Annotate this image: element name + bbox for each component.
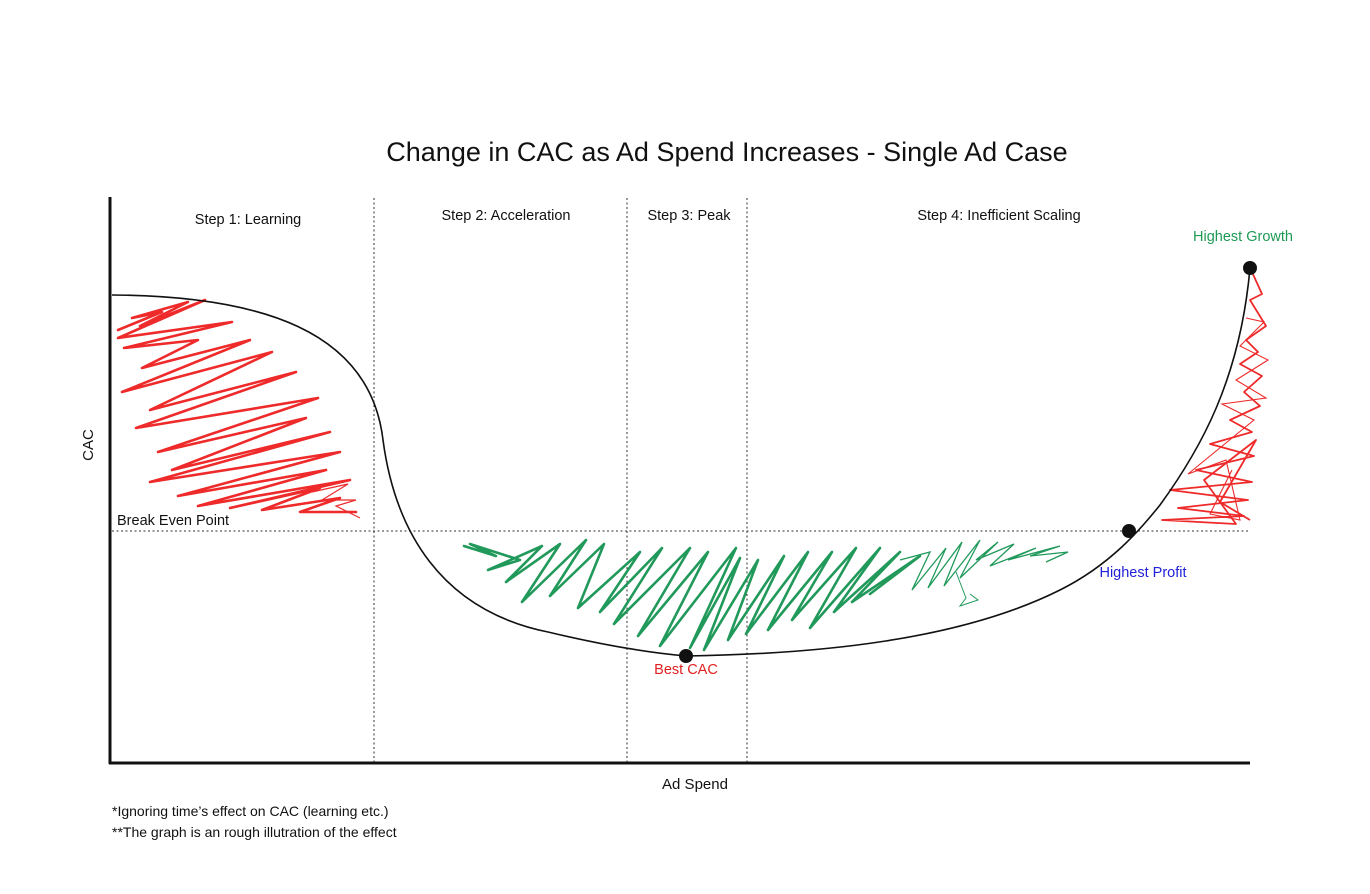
step-2-label: Step 2: Acceleration — [442, 208, 571, 224]
step-4-label: Step 4: Inefficient Scaling — [917, 208, 1080, 224]
best-cac-label: Best CAC — [654, 662, 718, 678]
best-cac-point — [679, 649, 693, 663]
growth-scribble — [1161, 271, 1267, 525]
growth-scribble-thin — [1187, 317, 1270, 521]
highest-profit-point — [1122, 524, 1136, 538]
highest-profit-label: Highest Profit — [1099, 565, 1186, 581]
profit-scribble-thin — [899, 539, 1069, 591]
break-even-label: Break Even Point — [117, 513, 229, 529]
footnote-2: **The graph is an rough illutration of t… — [112, 824, 397, 840]
loss-scribble-tail — [311, 483, 361, 519]
profit-scribble — [462, 538, 922, 652]
diagram-title: Change in CAC as Ad Spend Increases - Si… — [386, 137, 1067, 167]
step-dividers — [373, 198, 748, 762]
loss-scribble-left — [116, 298, 358, 514]
y-axis-label: CAC — [80, 429, 97, 461]
highest-growth-point — [1243, 261, 1257, 275]
highest-growth-label: Highest Growth — [1193, 229, 1293, 245]
x-axis-label: Ad Spend — [662, 776, 728, 793]
footnote-1: *Ignoring time’s effect on CAC (learning… — [112, 803, 389, 819]
step-1-label: Step 1: Learning — [195, 212, 301, 228]
step-3-label: Step 3: Peak — [647, 208, 731, 224]
axes — [108, 197, 1250, 765]
profit-scribble-thin-2 — [955, 571, 980, 607]
